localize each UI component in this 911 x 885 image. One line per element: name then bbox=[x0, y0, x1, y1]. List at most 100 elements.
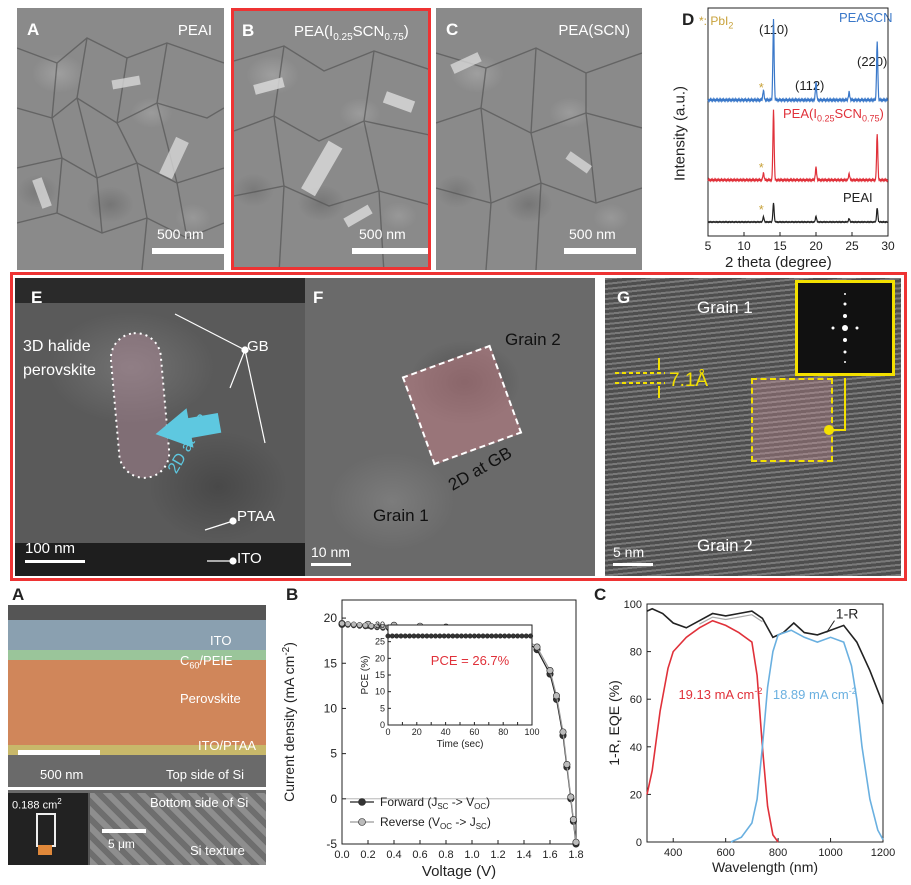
jv-point bbox=[563, 760, 571, 768]
jv-ytick-label: -5 bbox=[326, 837, 337, 851]
sem-image-peascn: C PEA(SCN) 500 nm bbox=[436, 8, 642, 270]
eqe-chart: 400 600 800 1000 1200 0 20 40 60 80 100 Wavelength … bbox=[606, 599, 895, 875]
pce-point bbox=[437, 633, 443, 639]
pce-point bbox=[454, 633, 460, 639]
tem-image-g: G Grain 1 Grain 2 7.1Å 5 nm bbox=[605, 278, 901, 576]
pce-point bbox=[398, 633, 404, 639]
jv-xtick-label: 0.6 bbox=[412, 849, 427, 861]
jv-point bbox=[356, 622, 363, 628]
sem-image-mixed: B PEA(I0.25SCN0.75) 500 nm bbox=[231, 8, 431, 270]
jv-xtick-label: 1.8 bbox=[568, 849, 583, 861]
pbi2-legend: *: PbI2 bbox=[699, 14, 734, 31]
pce-ylabel: PCE (%) bbox=[360, 656, 371, 695]
jv-point bbox=[374, 623, 380, 630]
panel-b-title: PEA(I0.25SCN0.75) bbox=[294, 23, 409, 43]
pce-point bbox=[484, 633, 490, 639]
layer-ito bbox=[8, 620, 266, 652]
xrd-chart: D *: PbI2 PEASCN (110) (220) (112) PEA(I… bbox=[655, 0, 911, 275]
pce-point bbox=[433, 633, 439, 639]
jv-point bbox=[345, 621, 351, 627]
layer-ito-ptaa bbox=[8, 745, 266, 755]
panel-a-scalebar bbox=[152, 248, 224, 254]
pce-xtick-label: 0 bbox=[385, 727, 390, 737]
eqe-xtick-label: 1200 bbox=[871, 847, 895, 859]
xrd-xtick-label: 5 bbox=[705, 239, 712, 250]
tem-e-ptaa-label: PTAA bbox=[237, 508, 276, 525]
pce-point bbox=[467, 633, 473, 639]
pce-point bbox=[476, 633, 482, 639]
pce-ytick-label: 0 bbox=[380, 720, 385, 730]
bottom-panel-a-letter: A bbox=[12, 585, 25, 604]
pce-point bbox=[424, 633, 430, 639]
eqe-ytick-label: 20 bbox=[630, 789, 642, 801]
tem-g-fft-inset bbox=[795, 280, 895, 376]
pce-xtick-label: 100 bbox=[524, 727, 539, 737]
jv-ytick-label: 10 bbox=[324, 701, 338, 715]
pce-point bbox=[411, 633, 417, 639]
jv-legend-label: Forward (JSC -> VOC) bbox=[380, 795, 490, 811]
grain-boundaries bbox=[17, 37, 224, 270]
tem-g-grain1: Grain 1 bbox=[697, 298, 753, 317]
device-scale-label: 500 nm bbox=[40, 767, 84, 782]
xrd-xtick-label: 25 bbox=[845, 239, 859, 250]
jv-xlabel: Voltage (V) bbox=[422, 863, 496, 880]
pce-point bbox=[480, 633, 486, 639]
tem-image-e: E 3D halide perovskite GB 2D at GB PTAA … bbox=[15, 278, 305, 576]
pce-value-label: PCE = 26.7% bbox=[431, 653, 510, 668]
jv-ytick-label: 20 bbox=[324, 611, 338, 625]
eqe-jsc-label: 19.13 mA cm-2 bbox=[678, 686, 762, 702]
jv-legend-label: Reverse (VOC -> JSC) bbox=[380, 815, 491, 831]
pce-inset-frame bbox=[387, 624, 533, 726]
panel-b-scalebar bbox=[352, 248, 428, 254]
tem-e-scalebar bbox=[25, 560, 85, 563]
pce-point bbox=[420, 633, 426, 639]
xrd-plot: 5 10 15 20 25 30 * * * bbox=[705, 7, 895, 250]
jv-point bbox=[546, 666, 554, 674]
label-ito: ITO bbox=[210, 633, 232, 648]
jv-point bbox=[569, 816, 577, 824]
jv-chart: 0.0 0.2 0.4 0.6 0.8 1.0 1.2 1.4 1.6 1.8 -5 0 5 10 15 20… bbox=[281, 599, 584, 880]
jv-ytick-label: 15 bbox=[324, 656, 338, 670]
eqe-xlabel: Wavelength (nm) bbox=[712, 859, 818, 875]
tem-g-roi bbox=[751, 378, 833, 462]
label-perovskite: Perovskite bbox=[180, 691, 241, 706]
pce-point bbox=[428, 633, 434, 639]
jv-point bbox=[572, 838, 580, 846]
panel-g-letter: G bbox=[617, 288, 631, 307]
tem-e-gb-label: GB bbox=[247, 338, 269, 355]
xrd-xtick-label: 15 bbox=[773, 239, 787, 250]
panel-a-scale-label: 500 nm bbox=[157, 226, 204, 242]
tem-g-grain2: Grain 2 bbox=[697, 536, 753, 555]
break-mark bbox=[8, 787, 266, 790]
xrd-pbi2-star: * bbox=[759, 202, 764, 217]
si-texture-image: Bottom side of Si 5 μm Si texture bbox=[90, 793, 266, 865]
cell-area-label: 0.188 cm2 bbox=[12, 797, 62, 812]
label-si-texture: Si texture bbox=[190, 843, 245, 858]
xrd-pbi2-star: * bbox=[759, 160, 764, 175]
pce-point bbox=[458, 633, 464, 639]
layer-si-top bbox=[8, 755, 266, 793]
eqe-jsc-label: 18.89 mA cm-2 bbox=[773, 686, 857, 702]
jv-point bbox=[552, 692, 560, 700]
pce-ytick-label: 10 bbox=[375, 687, 385, 697]
pce-point bbox=[493, 633, 499, 639]
eqe-axes-frame bbox=[646, 603, 884, 843]
label-bottom-si: Bottom side of Si bbox=[150, 795, 249, 810]
layer-c60 bbox=[8, 650, 266, 660]
jv-point bbox=[362, 622, 369, 629]
eqe-xtick-label: 400 bbox=[664, 847, 682, 859]
xrd-label-peascn: PEASCN bbox=[839, 10, 893, 25]
eqe-ytick-label: 100 bbox=[624, 599, 642, 611]
bottom-panel-b-letter: B bbox=[286, 585, 299, 604]
pce-ytick-label: 15 bbox=[375, 670, 385, 680]
tem-g-scale-label: 5 nm bbox=[613, 544, 645, 560]
pce-point bbox=[515, 633, 521, 639]
fft-pattern bbox=[831, 293, 859, 363]
eqe-label-1r-pointer bbox=[826, 620, 835, 633]
jv-xtick-label: 1.2 bbox=[490, 849, 505, 861]
xrd-label-mixed: PEA(I0.25SCN0.75) bbox=[783, 106, 884, 124]
panel-f-letter: F bbox=[313, 288, 324, 307]
pce-ytick-label: 5 bbox=[380, 703, 385, 713]
jv-xtick-label: 0.0 bbox=[334, 849, 349, 861]
label-ito-ptaa: ITO/PTAA bbox=[198, 738, 257, 753]
